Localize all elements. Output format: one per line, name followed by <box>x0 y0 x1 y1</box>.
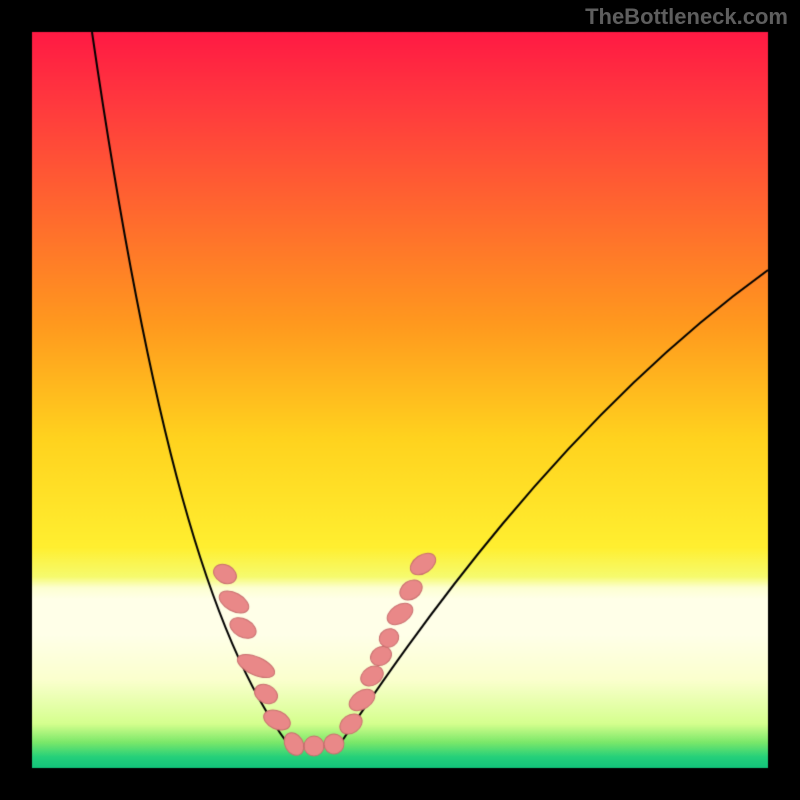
chart-canvas <box>0 0 800 800</box>
watermark-text: TheBottleneck.com <box>585 4 788 30</box>
